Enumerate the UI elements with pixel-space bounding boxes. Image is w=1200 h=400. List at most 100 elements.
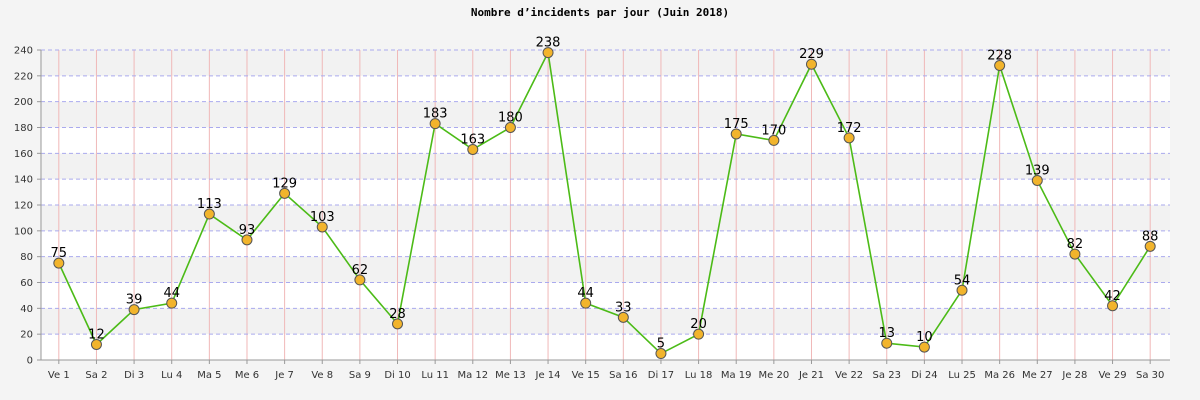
data-label: 33	[615, 300, 632, 315]
x-tick-label: Sa 9	[349, 370, 371, 381]
grid-band	[41, 101, 1170, 128]
x-tick-label: Je 21	[798, 370, 824, 381]
data-point	[392, 318, 404, 330]
y-tick-label: 200	[14, 97, 33, 108]
data-label: 170	[761, 123, 786, 138]
x-tick-label: Ma 19	[721, 370, 752, 381]
chart-title: Nombre d’incidents par jour (Juin 2018)	[470, 6, 730, 19]
y-tick-label: 60	[20, 278, 33, 289]
data-point	[1031, 174, 1043, 186]
grid-band	[41, 256, 1170, 283]
y-tick-label: 220	[14, 71, 33, 82]
x-tick-label: Di 17	[648, 370, 674, 381]
data-label: 20	[690, 317, 707, 332]
data-point	[843, 132, 855, 144]
x-tick-label: Lu 11	[421, 370, 449, 381]
x-tick-label: Ve 22	[835, 370, 863, 381]
x-tick-label: Ma 12	[457, 370, 488, 381]
y-tick-label: 40	[20, 304, 33, 315]
data-point	[768, 134, 780, 146]
x-tick-label: Ve 29	[1098, 370, 1126, 381]
data-label: 75	[51, 246, 68, 261]
data-label: 12	[88, 328, 105, 343]
data-point	[655, 348, 667, 360]
x-tick-label: Ma 26	[984, 370, 1015, 381]
x-tick-label: Ve 1	[48, 370, 70, 381]
data-label: 229	[799, 47, 824, 62]
data-label: 175	[724, 117, 749, 132]
data-label: 28	[389, 307, 406, 322]
data-label: 129	[272, 176, 297, 191]
grid-band	[41, 205, 1170, 231]
data-point	[994, 60, 1006, 71]
data-point	[53, 257, 65, 269]
data-point	[1144, 240, 1156, 252]
data-point	[805, 58, 817, 70]
data-point	[467, 143, 479, 155]
x-tick-label: Sa 30	[1136, 370, 1164, 381]
data-label: 180	[498, 111, 523, 126]
data-point	[617, 311, 629, 323]
x-tick-label: Di 3	[124, 370, 144, 381]
x-tick-label: Lu 25	[948, 370, 976, 381]
data-point	[1107, 300, 1119, 312]
data-point	[504, 122, 516, 133]
y-tick-label: 160	[14, 149, 33, 160]
y-tick-label: 100	[14, 226, 33, 237]
grid-band	[41, 308, 1170, 335]
x-tick-label: Ve 8	[311, 370, 333, 381]
x-tick-label: Je 14	[535, 370, 561, 381]
data-point	[241, 234, 253, 246]
data-point	[203, 208, 215, 220]
y-tick-label: 20	[20, 330, 33, 341]
x-tick-label: Me 6	[235, 370, 259, 381]
data-label: 44	[163, 286, 180, 301]
data-point	[90, 339, 102, 350]
series-line	[58, 49, 1151, 355]
x-tick-label: Ma 5	[197, 370, 221, 381]
data-point	[279, 187, 291, 199]
x-tick-label: Lu 4	[161, 370, 182, 381]
grid-band	[41, 50, 1170, 76]
y-tick-label: 240	[14, 46, 33, 57]
data-point	[956, 284, 968, 296]
data-label: 163	[460, 132, 485, 147]
y-tick-label: 80	[20, 252, 33, 263]
data-point	[693, 328, 705, 340]
data-label: 44	[577, 286, 594, 301]
data-label: 39	[126, 293, 143, 308]
data-point	[542, 47, 554, 59]
data-point	[128, 304, 140, 316]
data-label: 93	[239, 223, 256, 238]
y-tick-label: 180	[14, 123, 33, 134]
data-label: 42	[1104, 289, 1121, 304]
data-point	[730, 128, 742, 140]
data-point	[429, 118, 441, 130]
data-point	[166, 297, 178, 309]
x-tick-label: Di 10	[384, 370, 410, 381]
y-tick-label: 0	[27, 356, 33, 367]
data-label: 238	[536, 36, 561, 51]
grid-band	[41, 153, 1170, 180]
x-tick-label: Sa 16	[609, 370, 637, 381]
x-tick-label: Sa 2	[85, 370, 107, 381]
data-label: 139	[1025, 163, 1050, 178]
data-point	[580, 297, 592, 309]
data-label: 103	[310, 210, 335, 225]
data-label: 183	[423, 107, 448, 122]
data-label: 113	[197, 197, 222, 212]
data-label: 13	[878, 326, 895, 341]
data-label: 88	[1142, 229, 1159, 244]
x-tick-label: Sa 23	[873, 370, 901, 381]
data-point	[881, 337, 893, 349]
data-point	[918, 341, 930, 353]
y-tick-label: 120	[14, 201, 33, 212]
x-tick-label: Ve 15	[572, 370, 600, 381]
x-tick-label: Lu 18	[685, 370, 713, 381]
x-tick-label: Je 7	[274, 370, 294, 381]
x-tick-label: Je 28	[1061, 370, 1087, 381]
data-label: 54	[954, 273, 971, 288]
data-point	[354, 274, 366, 286]
